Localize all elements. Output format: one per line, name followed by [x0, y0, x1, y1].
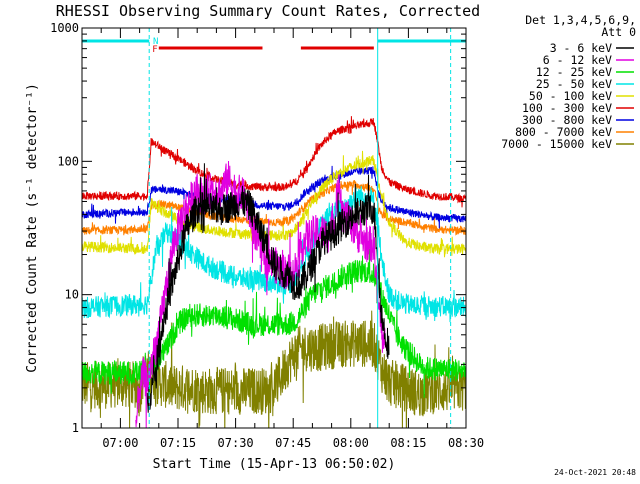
series-line-5: [82, 116, 466, 208]
series-line-0: [146, 163, 390, 413]
series-line-7: [82, 180, 466, 236]
y-tick-label: 1: [72, 421, 79, 435]
y-axis-label: Corrected Count Rate (s⁻¹ detector⁻¹): [25, 83, 40, 373]
footer-date: 24-Oct-2021 20:48: [554, 468, 636, 477]
series-line-3: [82, 186, 466, 323]
legend-entry-label: 7000 - 15000 keV: [501, 137, 612, 151]
axes: 1 10 100 1000 07:00 07:15 07:30 07:45 08:00 08:15…: [50, 21, 484, 450]
x-tick-label: 07:45: [275, 436, 311, 450]
night-flag-label: N: [153, 37, 158, 47]
series-line-4: [82, 150, 466, 258]
x-axis-label: Start Time (15-Apr-13 06:50:02): [153, 457, 396, 472]
legend-entry-label: 3 - 6 keV: [550, 41, 612, 55]
legend-entry-label: 300 - 800 keV: [522, 113, 612, 127]
chart-title: RHESSI Observing Summary Count Rates, Co…: [56, 2, 480, 20]
y-tick-label: 1000: [50, 21, 79, 35]
legend-entry-label: 12 - 25 keV: [536, 65, 612, 79]
x-tick-label: 08:30: [448, 436, 484, 450]
legend-entry-label: 800 - 7000 keV: [515, 125, 612, 139]
flare-flag-label: F: [152, 45, 157, 55]
series-line-1: [135, 160, 386, 428]
x-tick-label: 08:00: [333, 436, 369, 450]
y-tick-label: 100: [57, 154, 79, 168]
y-tick-label: 10: [65, 288, 79, 302]
legend-entry-label: 100 - 300 keV: [522, 101, 612, 115]
legend-entry-label: 25 - 50 keV: [536, 77, 612, 91]
legend-header-line-2: Att 0: [601, 25, 636, 39]
x-tick-label: 08:15: [390, 436, 426, 450]
legend-entry-label: 6 - 12 keV: [543, 53, 612, 67]
plot-area: NF: [82, 28, 466, 428]
x-tick-label: 07:15: [160, 436, 196, 450]
series-group: [82, 116, 466, 428]
x-tick-label: 07:30: [218, 436, 254, 450]
legend-entry-label: 50 - 100 keV: [529, 89, 612, 103]
legend-header-line-1: Det 1,3,4,5,6,9,: [525, 13, 636, 27]
series-line-6: [82, 163, 466, 229]
x-tick-label: 07:00: [102, 436, 138, 450]
